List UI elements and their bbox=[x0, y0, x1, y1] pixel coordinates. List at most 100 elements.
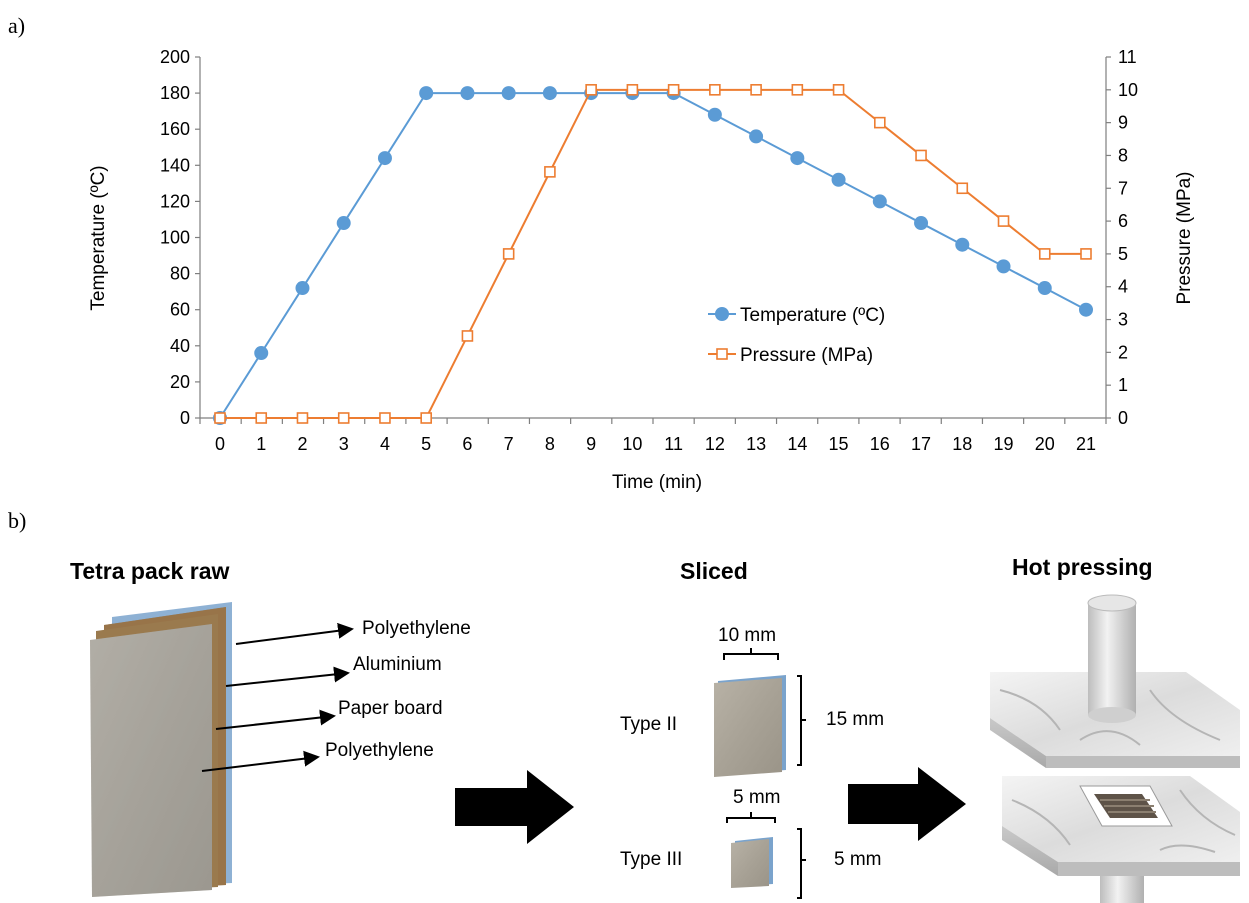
pressure-point bbox=[791, 84, 804, 96]
x-tick-label: 13 bbox=[746, 434, 766, 454]
type-iii-height: 5 mm bbox=[834, 849, 882, 870]
x-tick-label: 18 bbox=[952, 434, 972, 454]
y-tick-label: 200 bbox=[160, 47, 190, 67]
y2-tick-label: 0 bbox=[1118, 408, 1128, 428]
temperature-point bbox=[254, 346, 269, 361]
temperature-point bbox=[501, 86, 516, 101]
pressure-point bbox=[544, 166, 556, 178]
y2-tick-label: 10 bbox=[1118, 80, 1138, 100]
process-diagram: Tetra pack raw Sliced Hot pressing Polye… bbox=[70, 554, 1240, 903]
y2-tick-label: 6 bbox=[1118, 211, 1128, 231]
series-line-1 bbox=[220, 88, 1086, 419]
x-tick-label: 5 bbox=[421, 434, 431, 454]
y-tick-label: 140 bbox=[160, 155, 190, 175]
hot-pressing-title: Hot pressing bbox=[1012, 554, 1153, 580]
pressure-point bbox=[461, 330, 474, 342]
x-tick-label: 9 bbox=[586, 434, 596, 454]
layer-label-1: Polyethylene bbox=[362, 618, 471, 639]
layer-label-2: Aluminium bbox=[353, 654, 442, 675]
chart-series bbox=[213, 84, 1093, 425]
legend-entry-pressure: Pressure (MPa) bbox=[708, 345, 873, 366]
pressure-point bbox=[255, 412, 268, 424]
pressure-point bbox=[1080, 248, 1092, 260]
pressure-point bbox=[337, 412, 350, 424]
temperature-point bbox=[1037, 281, 1052, 296]
temperature-point bbox=[419, 86, 434, 101]
x-tick-label: 7 bbox=[504, 434, 514, 454]
y-tick-label: 80 bbox=[170, 264, 190, 284]
legend-label-pressure: Pressure (MPa) bbox=[740, 345, 873, 366]
x-tick-label: 14 bbox=[787, 434, 807, 454]
x-tick-label: 17 bbox=[911, 434, 931, 454]
y-tick-label: 0 bbox=[180, 408, 190, 428]
type-ii-label: Type II bbox=[620, 714, 677, 735]
temperature-point bbox=[790, 151, 805, 166]
x-tick-label: 10 bbox=[622, 434, 642, 454]
chart-legend: Temperature (ºC) Pressure (MPa) bbox=[708, 305, 885, 366]
x-tick-label: 12 bbox=[705, 434, 725, 454]
x-tick-label: 4 bbox=[380, 434, 390, 454]
type-ii-width: 10 mm bbox=[718, 625, 776, 646]
y2-tick-label: 9 bbox=[1118, 113, 1128, 133]
y-tick-label: 160 bbox=[160, 119, 190, 139]
y2-tick-label: 1 bbox=[1118, 375, 1128, 395]
pressure-point bbox=[420, 412, 432, 424]
temperature-point bbox=[377, 151, 392, 166]
temperature-point bbox=[749, 129, 764, 144]
y2-tick-label: 2 bbox=[1118, 342, 1128, 362]
type-iii-sample: 5 mm Type III 5 mm bbox=[620, 787, 882, 899]
layer-label-3: Paper board bbox=[338, 698, 443, 719]
panel-a-label: a) bbox=[8, 13, 25, 38]
layer-arrows: Polyethylene Aluminium Paper board Polye… bbox=[201, 618, 471, 772]
process-arrow-2 bbox=[848, 767, 966, 841]
y-tick-label: 60 bbox=[170, 300, 190, 320]
line-chart: 0204060801001201401601802000123456789101… bbox=[88, 47, 1195, 493]
y2-tick-label: 4 bbox=[1118, 277, 1128, 297]
y2-axis-title: Pressure (MPa) bbox=[1174, 171, 1195, 304]
pressure-point bbox=[379, 412, 391, 424]
x-tick-label: 8 bbox=[545, 434, 555, 454]
temperature-point bbox=[872, 194, 887, 209]
legend-entry-temperature: Temperature (ºC) bbox=[708, 305, 885, 326]
tetra-pack-sheet bbox=[90, 602, 232, 897]
y-tick-label: 40 bbox=[170, 336, 190, 356]
layer-label-4: Polyethylene bbox=[325, 740, 434, 761]
panel-b-label: b) bbox=[8, 508, 26, 533]
pressure-point bbox=[585, 84, 597, 96]
pressure-point bbox=[626, 84, 639, 96]
temperature-point bbox=[996, 259, 1011, 274]
x-tick-label: 6 bbox=[462, 434, 472, 454]
temperature-point bbox=[542, 86, 557, 101]
y2-tick-label: 7 bbox=[1118, 178, 1128, 198]
pressure-point bbox=[874, 116, 886, 129]
legend-label-temperature: Temperature (ºC) bbox=[740, 305, 885, 326]
y-tick-label: 180 bbox=[160, 83, 190, 103]
pressure-point bbox=[997, 215, 1010, 227]
x-tick-label: 16 bbox=[870, 434, 890, 454]
pressure-point bbox=[956, 182, 969, 195]
x-tick-label: 21 bbox=[1076, 434, 1096, 454]
pressure-point bbox=[502, 248, 515, 260]
x-tick-label: 3 bbox=[339, 434, 349, 454]
pressure-point bbox=[296, 412, 309, 424]
sliced-title: Sliced bbox=[680, 558, 748, 584]
type-ii-height: 15 mm bbox=[826, 709, 884, 730]
x-tick-label: 19 bbox=[994, 434, 1014, 454]
chart-axes bbox=[199, 57, 1107, 419]
temperature-point bbox=[914, 216, 929, 231]
temperature-point bbox=[295, 281, 310, 296]
pressure-point bbox=[750, 84, 762, 96]
x-tick-label: 1 bbox=[256, 434, 266, 454]
y2-tick-label: 11 bbox=[1118, 47, 1137, 67]
pressure-point bbox=[709, 84, 721, 96]
hot-press bbox=[990, 594, 1240, 903]
temperature-point bbox=[1079, 302, 1093, 317]
series-line-0 bbox=[219, 92, 1087, 419]
type-iii-width: 5 mm bbox=[733, 787, 781, 808]
x-tick-label: 0 bbox=[215, 434, 225, 454]
pressure-point bbox=[667, 84, 680, 96]
type-iii-label: Type III bbox=[620, 849, 682, 870]
y-tick-label: 100 bbox=[160, 228, 190, 248]
y2-tick-label: 5 bbox=[1118, 244, 1128, 264]
